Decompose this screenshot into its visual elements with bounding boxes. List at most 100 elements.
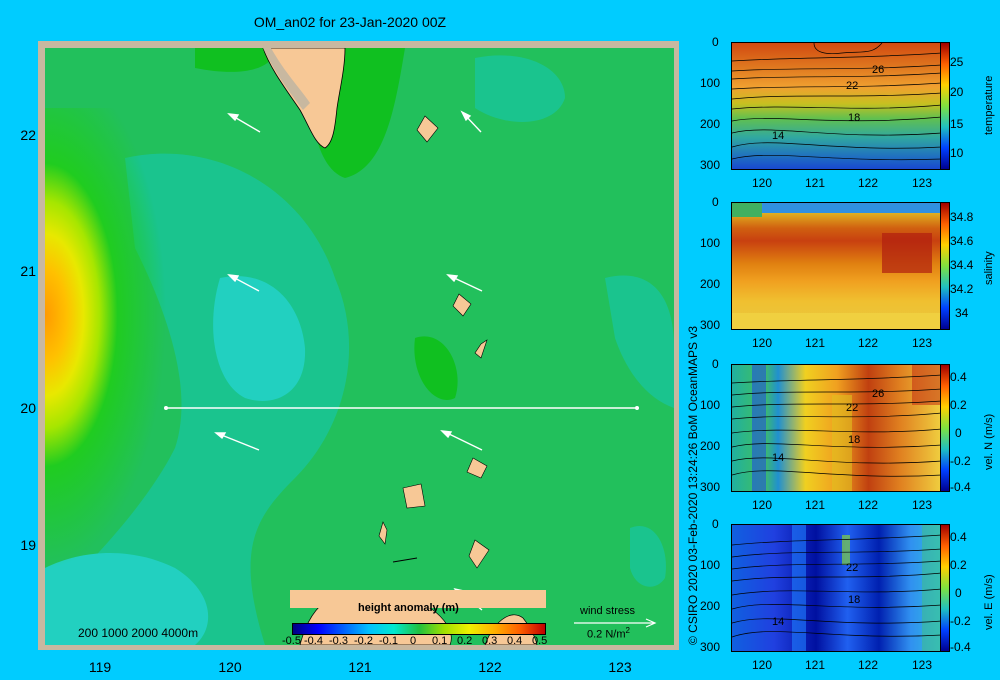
cb-tick: -0.4	[304, 635, 323, 647]
island	[466, 457, 488, 479]
cb-tick: -0.4	[950, 640, 971, 654]
colorbar-title: height anomaly (m)	[358, 602, 459, 614]
cb-tick: -0.2	[950, 614, 971, 628]
island	[402, 483, 426, 509]
lon-tick: 122	[858, 336, 879, 350]
lon-tick: 121	[805, 336, 826, 350]
vel-n-contours: 26 22 18 14	[732, 365, 942, 491]
contour-label: 26	[872, 64, 884, 76]
cb-tick: 0	[955, 586, 962, 600]
lon-tick: 121	[805, 498, 826, 512]
wind-stress-scale: 0.2 N/m2	[587, 626, 630, 641]
temperature-colorbar	[940, 42, 950, 170]
temperature-section[interactable]: 26 22 18 14	[731, 42, 943, 170]
cb-tick: 34.2	[950, 282, 974, 296]
contour-label: 14	[772, 130, 784, 142]
contour-label: 22	[846, 80, 858, 92]
salinity-label: salinity	[983, 251, 995, 285]
depth-tick: 0	[712, 517, 719, 531]
vel-e-label: vel. E (m/s)	[983, 574, 995, 630]
depth-tick: 100	[700, 558, 721, 572]
lon-tick: 120	[752, 336, 773, 350]
y-tick-21: 21	[20, 263, 36, 279]
salinity-section[interactable]	[731, 202, 943, 330]
cool-anomaly-sw	[45, 553, 209, 645]
island	[378, 521, 388, 545]
section-start-marker[interactable]	[164, 406, 168, 410]
cb-tick: -0.2	[950, 454, 971, 468]
island	[392, 557, 418, 563]
x-tick-120: 120	[218, 659, 242, 675]
y-tick-22: 22	[20, 127, 36, 143]
cb-tick: 20	[950, 85, 964, 99]
lon-tick: 122	[858, 498, 879, 512]
cb-tick: -0.4	[950, 480, 971, 494]
cb-tick: -0.3	[329, 635, 348, 647]
depth-tick: 100	[700, 236, 721, 250]
cb-tick: 0.2	[457, 635, 473, 647]
cb-tick: 15	[950, 117, 964, 131]
y-tick-19: 19	[20, 537, 36, 553]
cool-anomaly-e	[605, 275, 674, 408]
lon-tick: 121	[805, 658, 826, 672]
island	[468, 539, 490, 569]
vel-e-section[interactable]: 22 18 14	[731, 524, 943, 652]
depth-tick: 300	[700, 480, 721, 494]
salinity-field	[732, 203, 942, 329]
cb-tick: -0.5	[282, 635, 301, 647]
x-tick-121: 121	[348, 659, 372, 675]
warm-anomaly-nw	[195, 48, 275, 72]
cb-tick: 34.4	[950, 258, 974, 272]
warm-eddy	[45, 108, 265, 568]
contour-label: 22	[846, 402, 858, 414]
island	[416, 115, 439, 143]
lon-tick: 123	[912, 658, 933, 672]
cb-tick: 25	[950, 55, 964, 69]
cb-tick: -0.1	[379, 635, 398, 647]
wind-stress-scale-exp: 2	[625, 626, 630, 635]
depth-tick: 300	[700, 640, 721, 654]
vel-n-section[interactable]: 26 22 18 14	[731, 364, 943, 492]
contour-label: 22	[846, 562, 858, 574]
lon-tick: 122	[858, 658, 879, 672]
cb-tick: 10	[950, 146, 964, 160]
section-end-marker[interactable]	[635, 406, 639, 410]
warm-anomaly-c	[414, 336, 458, 400]
lon-tick: 120	[752, 176, 773, 190]
lon-tick: 121	[805, 176, 826, 190]
credit-text: © CSIRO 2020 03-Feb-2020 13:24:26 BoM Oc…	[686, 325, 700, 645]
vel-n-label: vel. N (m/s)	[983, 413, 995, 470]
cb-tick: 0	[410, 635, 417, 647]
depth-tick: 0	[712, 35, 719, 49]
height-colorbar: height anomaly (m) -0.5 -0.4 -0.3 -0.2 -…	[282, 590, 547, 647]
wind-stress-arrow-icon	[574, 618, 657, 628]
depth-tick: 0	[712, 195, 719, 209]
cool-anomaly-n	[475, 55, 565, 122]
contour-label: 18	[848, 594, 860, 606]
cb-tick: 0.1	[432, 635, 448, 647]
cb-tick: 34.6	[950, 234, 974, 248]
height-anomaly-map[interactable]	[45, 48, 674, 645]
cb-tick: 34.8	[950, 210, 974, 224]
y-tick-20: 20	[20, 400, 36, 416]
temperature-contours: 26 22 18 14	[732, 43, 942, 161]
vel-e-colorbar	[940, 524, 950, 652]
cb-tick: 0.2	[950, 398, 967, 412]
contour-label: 18	[848, 112, 860, 124]
lon-tick: 120	[752, 658, 773, 672]
cb-tick: 0.4	[507, 635, 523, 647]
cb-tick: 34	[955, 306, 969, 320]
salinity-colorbar	[940, 202, 950, 330]
vel-n-colorbar	[940, 364, 950, 492]
cb-tick: 0	[955, 426, 962, 440]
x-tick-123: 123	[608, 659, 632, 675]
lon-tick: 123	[912, 176, 933, 190]
depth-tick: 200	[700, 439, 721, 453]
contour-label: 14	[772, 616, 784, 628]
lon-tick: 122	[858, 176, 879, 190]
depth-tick: 300	[700, 158, 721, 172]
wind-stress-label: wind stress	[580, 605, 636, 617]
map-canvas	[45, 48, 674, 645]
island	[474, 339, 488, 359]
wind-arrows	[214, 110, 483, 611]
